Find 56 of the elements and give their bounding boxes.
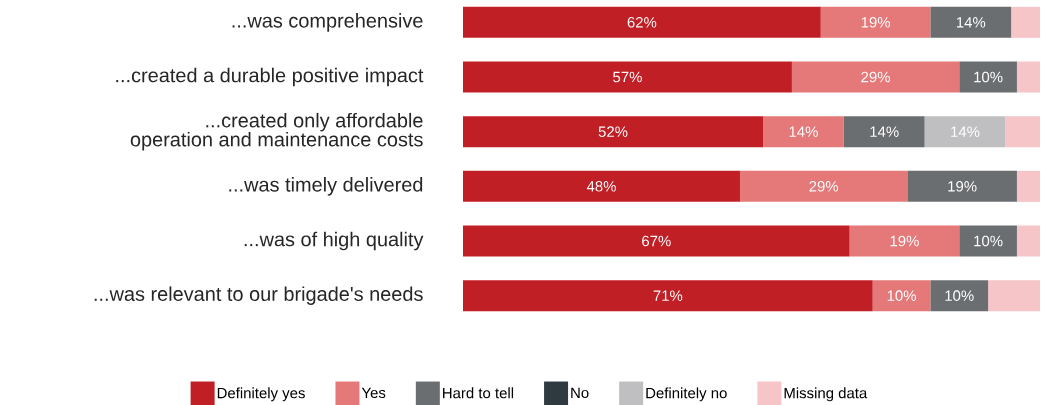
bar <box>924 116 1006 148</box>
y-tick-label: ...was relevant to our brigade's needs <box>94 286 423 305</box>
data-label: 29% <box>809 181 839 192</box>
data-label: 52% <box>598 126 628 137</box>
y-tick-label: ...created a durable positive impact <box>116 67 424 87</box>
data-label: 19% <box>890 235 919 247</box>
bar <box>843 116 925 148</box>
data-label: 14% <box>951 126 980 137</box>
y-tick-label: ...created only affordable operation and maintenance costs <box>130 112 423 151</box>
bar <box>763 116 844 148</box>
bar <box>463 61 792 93</box>
legend-label: Yes <box>361 387 386 399</box>
data-label: 19% <box>948 181 977 192</box>
bar <box>1016 225 1041 257</box>
data-label: 14% <box>870 126 899 137</box>
bar <box>1016 61 1041 93</box>
legend-label: Definitely no <box>646 387 727 402</box>
legend-label: Missing data <box>784 387 868 402</box>
legend-label: Definitely yes <box>217 387 305 402</box>
data-label: 29% <box>861 71 890 83</box>
bar <box>988 280 1041 312</box>
data-label: 14% <box>956 17 986 28</box>
bar <box>1016 170 1041 202</box>
bar <box>463 170 740 202</box>
bar <box>959 61 1017 93</box>
data-label: 14% <box>789 126 818 137</box>
y-tick-label: ...was comprehensive <box>232 13 423 32</box>
data-label: 71% <box>653 290 683 301</box>
bar <box>849 225 960 257</box>
bar <box>463 225 850 257</box>
bar <box>872 280 931 312</box>
legend-label: Hard to tell <box>443 387 514 399</box>
data-label: 10% <box>974 71 1003 83</box>
legend-label: No <box>571 387 589 399</box>
bar <box>791 61 960 93</box>
data-label: 10% <box>974 235 1003 247</box>
data-label: 57% <box>613 71 642 83</box>
data-label: 48% <box>586 181 616 192</box>
y-tick-label: ...was of high quality <box>244 231 424 251</box>
data-label: 62% <box>627 17 657 28</box>
bar <box>930 6 1012 38</box>
bar <box>1005 116 1041 148</box>
data-label: 10% <box>945 290 974 301</box>
bar <box>463 116 764 148</box>
bar <box>907 170 1017 202</box>
bar <box>820 6 931 38</box>
bar <box>930 280 989 312</box>
bar <box>463 6 821 38</box>
data-label: 67% <box>642 235 671 247</box>
y-tick-label: ...was timely delivered <box>229 177 423 196</box>
bar <box>463 280 873 312</box>
bar <box>959 225 1017 257</box>
data-label: 19% <box>861 17 890 28</box>
bar <box>1011 6 1041 38</box>
bar <box>739 170 908 202</box>
data-label: 10% <box>887 290 916 301</box>
